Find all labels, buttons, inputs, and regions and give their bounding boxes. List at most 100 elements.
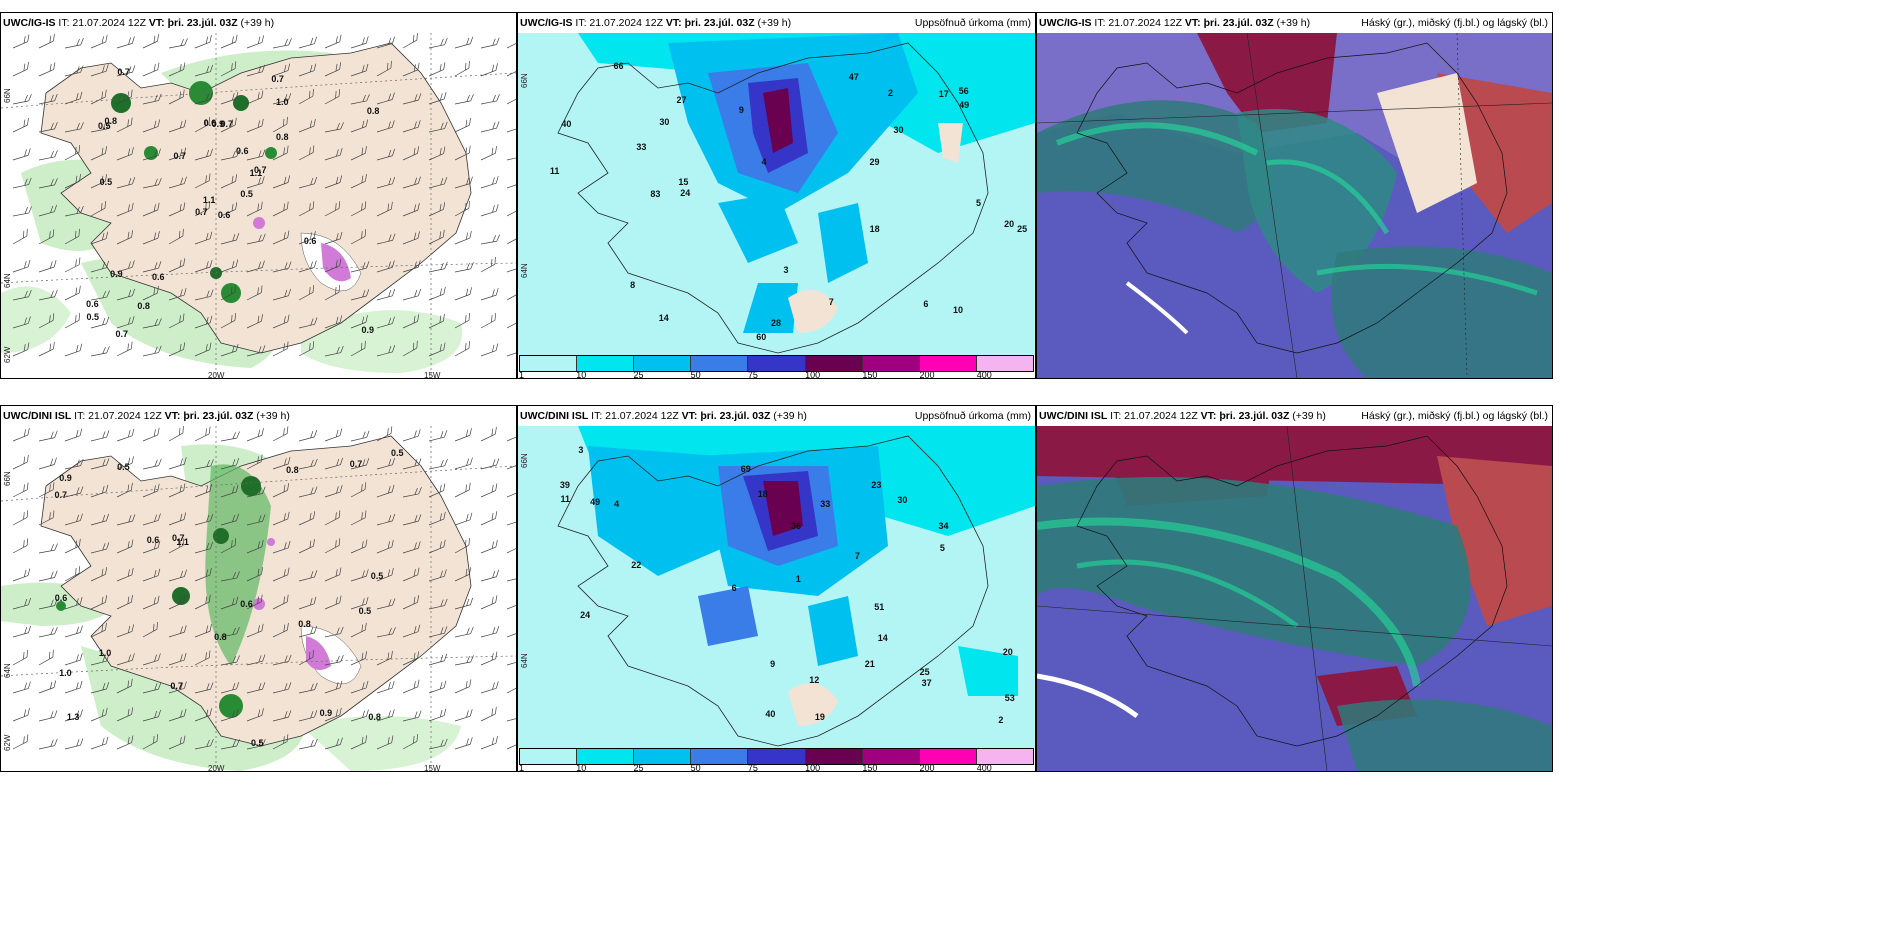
wind-barb: [90, 542, 110, 554]
wind-barb: [142, 62, 160, 77]
wind-barb: [194, 92, 213, 105]
wind-barb: [220, 627, 240, 638]
colorbar-segment: [748, 356, 806, 371]
wind-barb: [428, 37, 448, 49]
wind-barb: [402, 176, 421, 189]
wind-barb: [168, 38, 188, 49]
wind-barb: [220, 739, 240, 750]
wind-barb: [480, 63, 498, 77]
wind-barb: [194, 567, 212, 582]
map-value-label: 83: [650, 189, 661, 200]
wind-barb: [246, 260, 265, 273]
panel-field-title: Háský (gr.), miðský (fj.bl.) og lágský (…: [1361, 17, 1548, 29]
map-value-label: 0.9: [361, 324, 375, 335]
wind-barb: [272, 594, 289, 610]
wind-barb: [64, 709, 83, 722]
wind-barb: [454, 737, 473, 750]
wind-barb: [324, 175, 343, 189]
wind-barb: [272, 63, 291, 77]
wind-barb: [90, 654, 110, 666]
wind-barb: [428, 626, 448, 638]
colorbar-tick-label: 400: [976, 763, 992, 772]
wind-barb: [12, 538, 29, 554]
wind-barb: [168, 512, 187, 526]
wind-barb: [142, 483, 160, 498]
colorbar-segment: [919, 356, 977, 371]
wind-barb: [194, 35, 212, 49]
map-value-label: 7: [828, 296, 834, 307]
wind-barb: [38, 680, 57, 694]
wind-barb: [246, 314, 263, 329]
wind-barb: [116, 316, 135, 329]
wind-barb: [402, 146, 420, 161]
map-value-label: 24: [580, 610, 591, 621]
colorbar-segment: [748, 749, 806, 764]
lat-label-66n: 66N: [3, 471, 12, 486]
wind-barb: [480, 651, 498, 666]
wind-barb: [168, 119, 187, 133]
wind-barb: [12, 625, 32, 638]
wind-barb: [454, 200, 470, 217]
wind-barb: [38, 482, 55, 498]
wind-barb: [506, 483, 516, 498]
wind-barb: [38, 510, 55, 526]
wind-barb: [246, 567, 263, 582]
wind-barb: [428, 738, 448, 750]
wind-barb: [116, 288, 135, 301]
map-value-label: 12: [809, 674, 820, 685]
wind-barb: [376, 201, 393, 217]
lon-label-20w: 20W: [208, 371, 225, 379]
wind-barb: [194, 624, 212, 638]
colorbar-tick-label: 1: [519, 763, 525, 772]
wind-barb: [350, 569, 369, 582]
colorbar-tick-label: 100: [805, 763, 821, 772]
wind-barb: [246, 454, 263, 470]
map-value-label: 0.8: [104, 115, 118, 126]
wind-barb: [454, 341, 470, 357]
map-value-label: 39: [559, 479, 570, 490]
wind-barb: [506, 513, 516, 526]
wind-barb: [376, 260, 395, 273]
wind-barb: [376, 735, 394, 750]
wind-barb: [480, 343, 499, 357]
wind-barb: [324, 737, 343, 750]
wind-barb: [142, 93, 162, 105]
colorbar-segment: [919, 749, 977, 764]
wind-barb: [402, 288, 422, 301]
map-value-label: 0.9: [211, 119, 225, 130]
wind-barb: [90, 346, 110, 357]
map-value-label: 20: [1002, 646, 1013, 657]
map-value-label: 0.8: [286, 464, 299, 475]
map-value-label: 0.8: [137, 300, 150, 311]
wind-barb: [454, 230, 472, 245]
wind-barb: [454, 512, 473, 526]
wind-barb: [506, 89, 516, 105]
wind-barb: [428, 313, 445, 329]
map-value-label: 4: [761, 156, 767, 167]
wind-barb: [428, 229, 445, 245]
colorbar: [519, 355, 1034, 372]
wind-barb: [168, 681, 187, 694]
wind-barb: [324, 457, 343, 470]
colorbar-segment: [691, 749, 749, 764]
wind-barb: [38, 259, 57, 273]
map-value-label: 0.5: [99, 177, 113, 188]
wind-barb: [454, 709, 473, 722]
wind-barb: [64, 625, 83, 638]
wind-barb: [506, 120, 516, 133]
wind-barb: [220, 117, 237, 133]
map-clouds: [1037, 33, 1552, 378]
map-value-label: 0.5: [117, 461, 130, 472]
wind-barb: [38, 341, 55, 357]
wind-barb: [454, 482, 471, 498]
lat-label-66n: 66N: [520, 73, 529, 88]
colorbar-tick-label: 10: [576, 370, 587, 379]
wind-barb: [298, 570, 318, 582]
wind-barb: [506, 149, 516, 161]
wind-barb: [376, 627, 396, 638]
wind-barb: [324, 567, 342, 582]
map-value-label: 0.5: [97, 121, 111, 132]
wind-barb: [506, 456, 516, 470]
wind-barb: [116, 117, 133, 133]
wind-barb: [350, 173, 367, 189]
